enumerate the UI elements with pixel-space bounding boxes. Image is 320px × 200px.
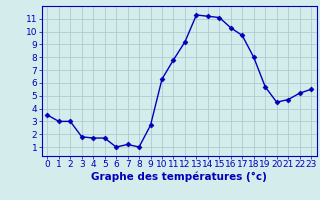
X-axis label: Graphe des températures (°c): Graphe des températures (°c) — [91, 172, 267, 182]
